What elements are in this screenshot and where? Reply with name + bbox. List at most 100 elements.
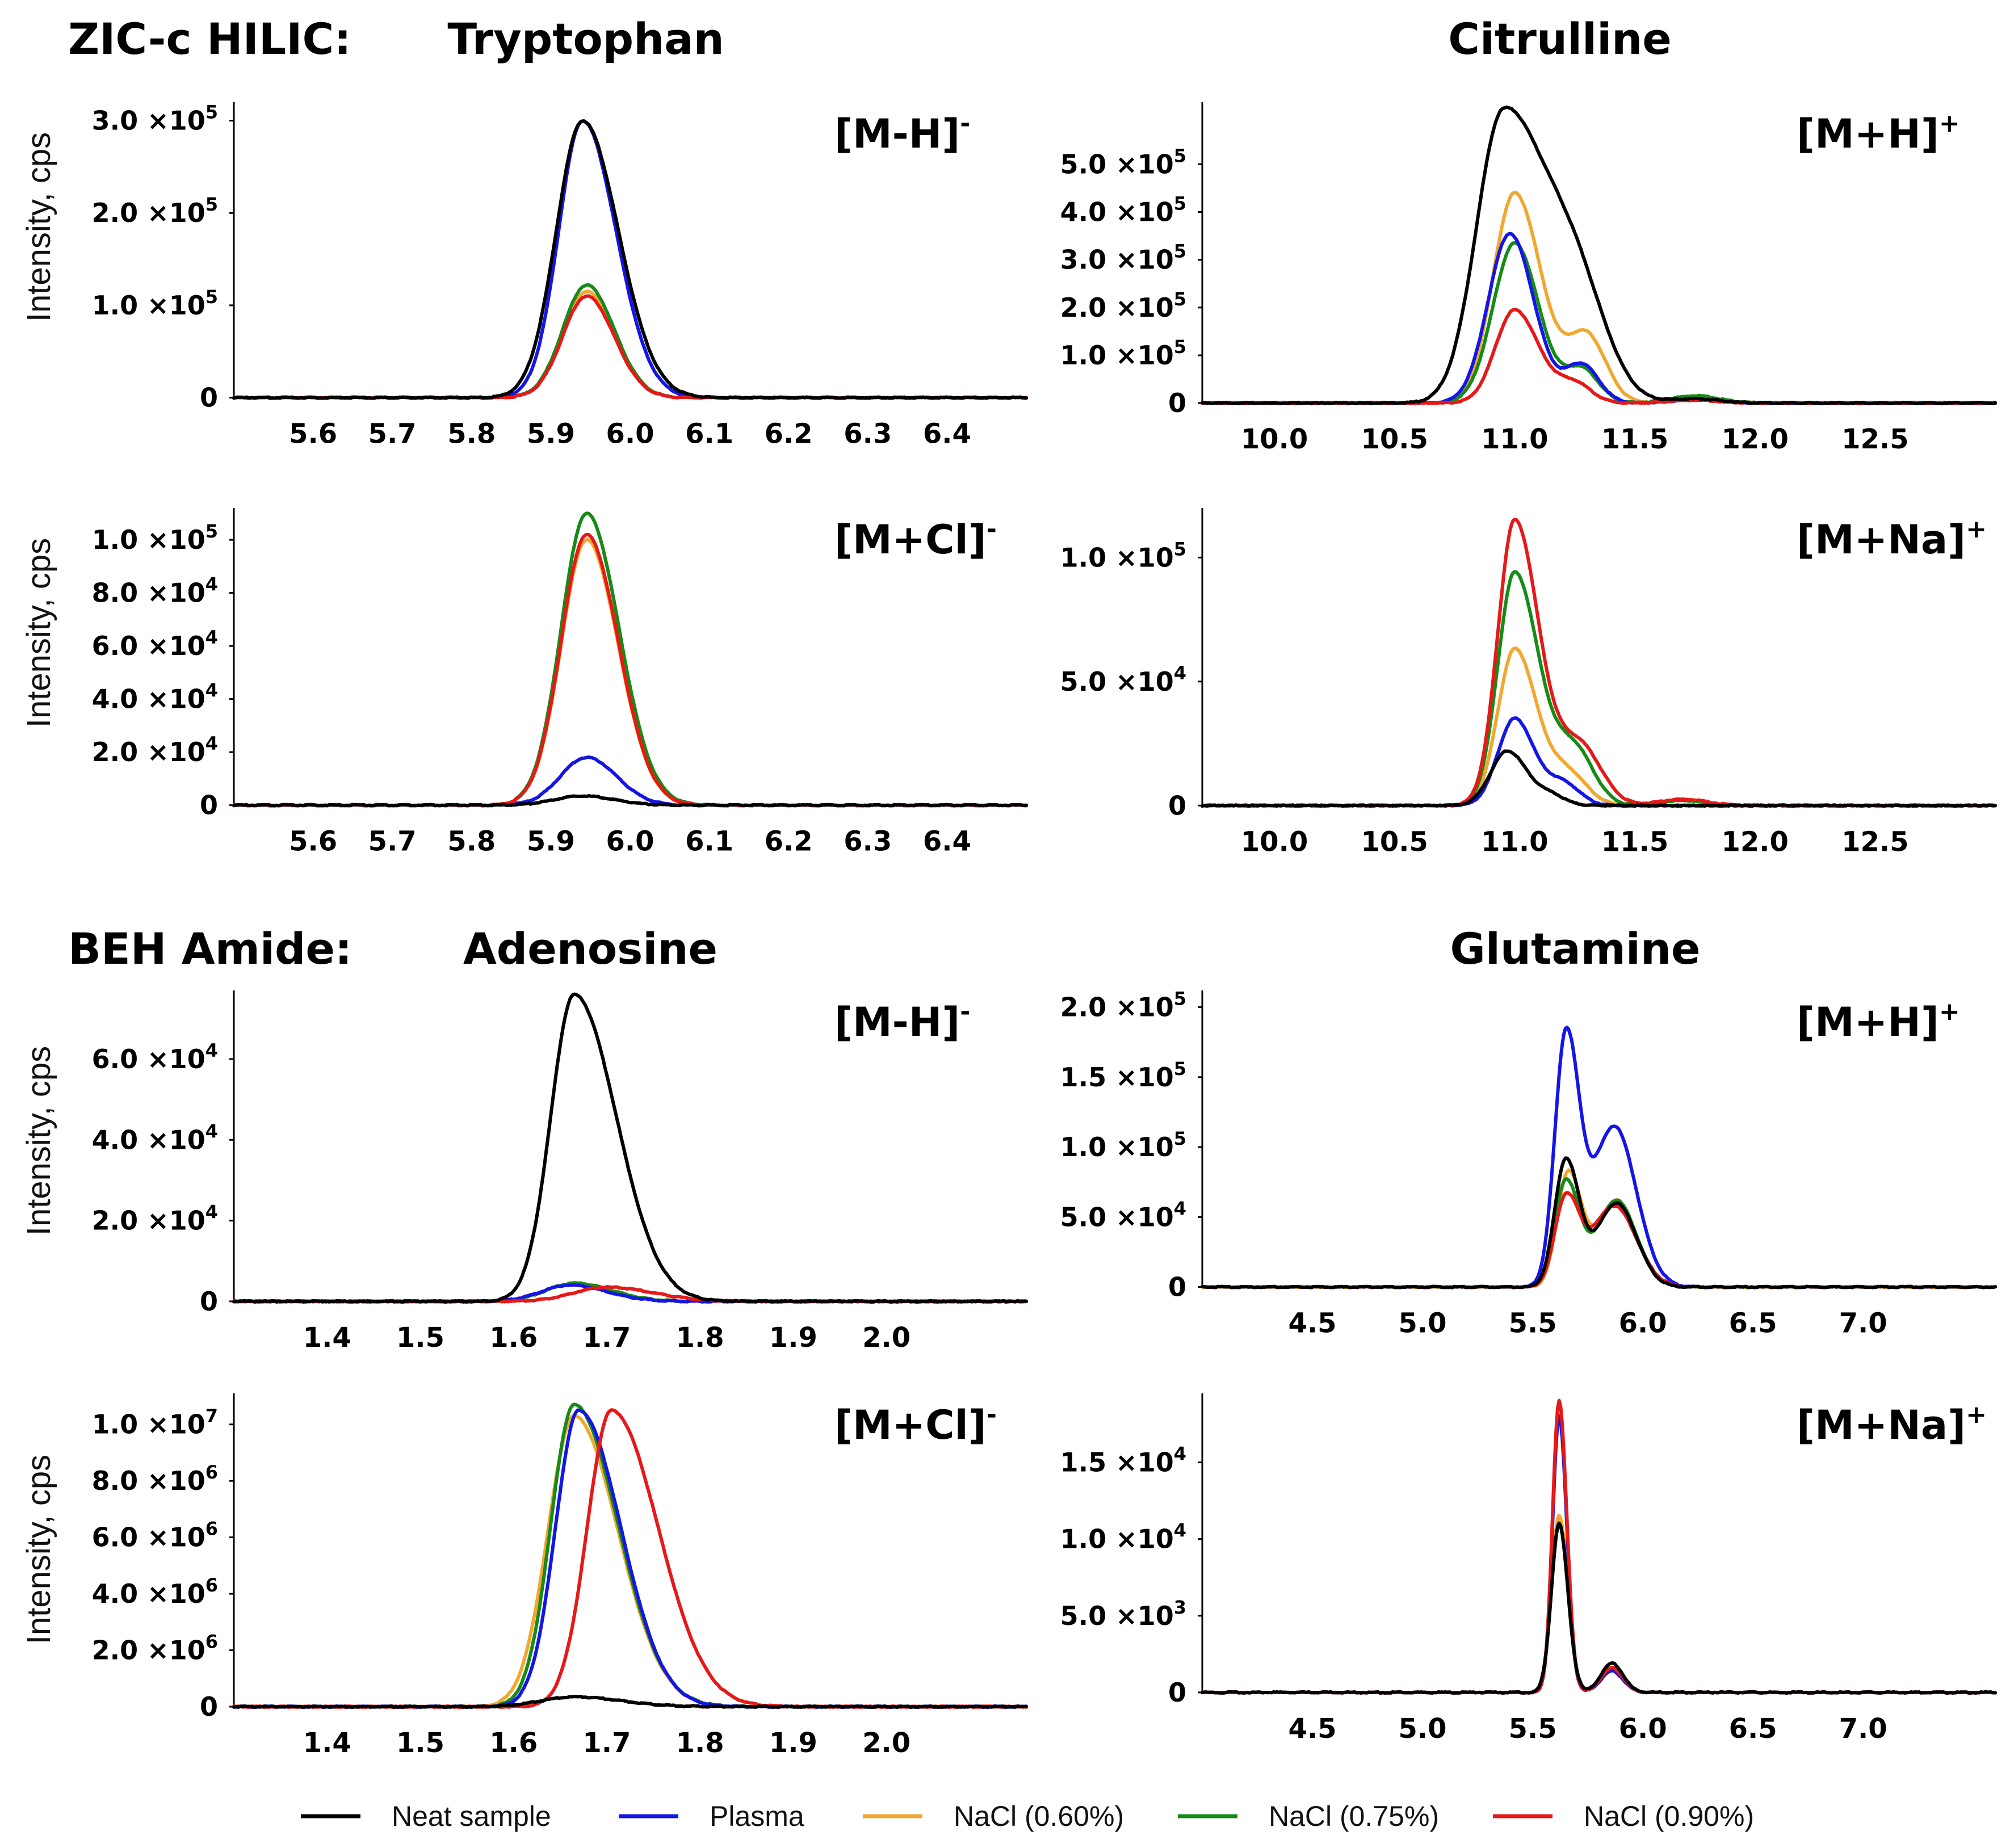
y-tick-label: 3.0 ×105: [1060, 241, 1186, 275]
y-tick-mantissa: 1.0 ×10: [92, 1409, 205, 1440]
y-tick-mantissa: 0: [200, 790, 218, 821]
series-line-nacl-0-75: [1201, 1521, 1997, 1695]
y-tick-mantissa: 4.0 ×10: [92, 1578, 205, 1609]
y-tick-mantissa: 4.0 ×10: [92, 1124, 205, 1155]
x-tick-label: 10.5: [1361, 826, 1428, 858]
x-tick-label: 7.0: [1839, 1713, 1887, 1745]
y-tick-mantissa: 5.0 ×10: [1060, 666, 1174, 697]
y-tick-mantissa: 0: [200, 1691, 218, 1722]
y-tick-label: 1.0 ×107: [92, 1405, 218, 1440]
series-line-plasma: [1201, 1414, 1997, 1695]
x-tick-label: 1.8: [676, 1727, 724, 1759]
y-tick-mantissa: 2.0 ×10: [92, 1635, 205, 1666]
y-tick-mantissa: 8.0 ×10: [92, 1465, 205, 1496]
panel-title: Citrulline: [1448, 14, 1672, 64]
x-tick-label: 1.6: [489, 1322, 538, 1354]
legend-item: Plasma: [619, 1800, 804, 1832]
y-tick-exponent: 5: [1174, 988, 1186, 1010]
x-tick-label: 12.0: [1721, 423, 1788, 455]
series-line-neat-sample: [1201, 105, 1997, 406]
y-tick-label: 1.0 ×105: [92, 286, 218, 321]
y-tick-mantissa: 2.0 ×10: [92, 198, 205, 228]
y-tick-mantissa: 0: [1168, 1677, 1186, 1708]
series-line-nacl-0-60: [1201, 1168, 1997, 1290]
x-tick-label: 5.6: [289, 826, 337, 858]
section-label-beh: BEH Amide:: [68, 923, 352, 974]
series-line-neat-sample: [1201, 1521, 1997, 1695]
y-tick-label: 1.0 ×104: [1060, 1520, 1186, 1555]
y-tick-mantissa: 6.0 ×10: [92, 631, 205, 661]
series-line-nacl-0-75: [1201, 570, 1997, 808]
y-tick-mantissa: 5.0 ×10: [1060, 1601, 1174, 1631]
ion-label-charge: -: [960, 997, 970, 1026]
ion-label-charge: -: [987, 1400, 997, 1429]
x-tick-label: 5.5: [1509, 1713, 1557, 1745]
ion-label-base: [M+Na]: [1797, 1402, 1966, 1448]
y-tick-exponent: 5: [205, 194, 218, 215]
y-tick-mantissa: 1.5 ×10: [1060, 1062, 1174, 1093]
y-tick-exponent: 4: [1174, 1520, 1186, 1542]
x-tick-label: 5.5: [1509, 1308, 1557, 1339]
y-tick-label: 0: [200, 383, 218, 413]
x-tick-label: 1.6: [489, 1727, 538, 1759]
y-tick-mantissa: 6.0 ×10: [92, 1522, 205, 1553]
x-tick-label: 10.0: [1241, 423, 1308, 455]
x-tick-label: 5.0: [1399, 1308, 1447, 1339]
y-tick-mantissa: 2.0 ×10: [92, 1206, 205, 1236]
ion-label-charge: -: [987, 515, 997, 544]
y-tick-label: 0: [200, 1691, 218, 1722]
series-line-neat-sample: [232, 992, 1028, 1304]
y-tick-label: 0: [200, 1286, 218, 1317]
y-tick-exponent: 5: [205, 286, 218, 308]
y-tick-exponent: 5: [1174, 1128, 1186, 1149]
y-tick-exponent: 4: [205, 627, 218, 648]
ion-label: [M-H]-: [834, 109, 971, 157]
y-tick-label: 1.5 ×104: [1060, 1443, 1186, 1478]
y-tick-label: 2.0 ×105: [1060, 988, 1186, 1023]
ion-label-base: [M-H]: [834, 999, 960, 1045]
x-tick-label: 6.1: [685, 826, 733, 858]
ion-label: [M+Na]+: [1797, 515, 1987, 563]
legend-item: NaCl (0.75%): [1178, 1800, 1439, 1832]
legend-label: Neat sample: [392, 1800, 551, 1832]
x-tick-label: 6.0: [1619, 1308, 1667, 1339]
series-line-nacl-0-60: [232, 289, 1028, 400]
x-tick-label: 6.3: [844, 418, 892, 450]
x-tick-label: 5.9: [527, 418, 575, 450]
y-tick-label: 6.0 ×106: [92, 1518, 218, 1553]
panel-title: Tryptophan: [447, 14, 724, 64]
series-line-neat-sample: [1201, 1156, 1997, 1290]
x-tick-label: 6.3: [844, 826, 892, 858]
series-line-nacl-0-60: [232, 538, 1028, 808]
x-tick-label: 5.6: [289, 418, 337, 450]
y-tick-label: 2.0 ×105: [92, 194, 218, 228]
x-tick-label: 6.2: [765, 826, 813, 858]
x-tick-label: 2.0: [862, 1322, 911, 1354]
x-tick-label: 5.9: [527, 826, 575, 858]
x-tick-label: 4.5: [1289, 1713, 1337, 1745]
y-tick-label: 4.0 ×105: [1060, 193, 1186, 228]
y-tick-exponent: 4: [205, 680, 218, 702]
ion-label-charge: +: [1966, 1400, 1987, 1429]
series-line-plasma: [1201, 1026, 1997, 1290]
series-line-nacl-0-90: [1201, 1191, 1997, 1290]
x-tick-label: 11.5: [1601, 423, 1668, 455]
y-tick-exponent: 6: [205, 1518, 218, 1540]
y-tick-label: 8.0 ×104: [92, 574, 218, 608]
legend-label: Plasma: [710, 1800, 804, 1832]
legend-label: NaCl (0.75%): [1269, 1800, 1439, 1832]
series-line-nacl-0-90: [232, 532, 1028, 808]
x-tick-label: 6.5: [1729, 1713, 1777, 1745]
x-tick-label: 10.5: [1361, 423, 1428, 455]
y-tick-label: 2.0 ×105: [1060, 288, 1186, 323]
ion-label-base: [M+Na]: [1797, 516, 1966, 563]
y-tick-exponent: 5: [205, 102, 218, 123]
y-tick-label: 3.0 ×105: [92, 102, 218, 136]
x-tick-label: 6.4: [923, 418, 971, 450]
ion-label-charge: +: [1939, 997, 1960, 1026]
x-tick-label: 7.0: [1839, 1308, 1887, 1339]
